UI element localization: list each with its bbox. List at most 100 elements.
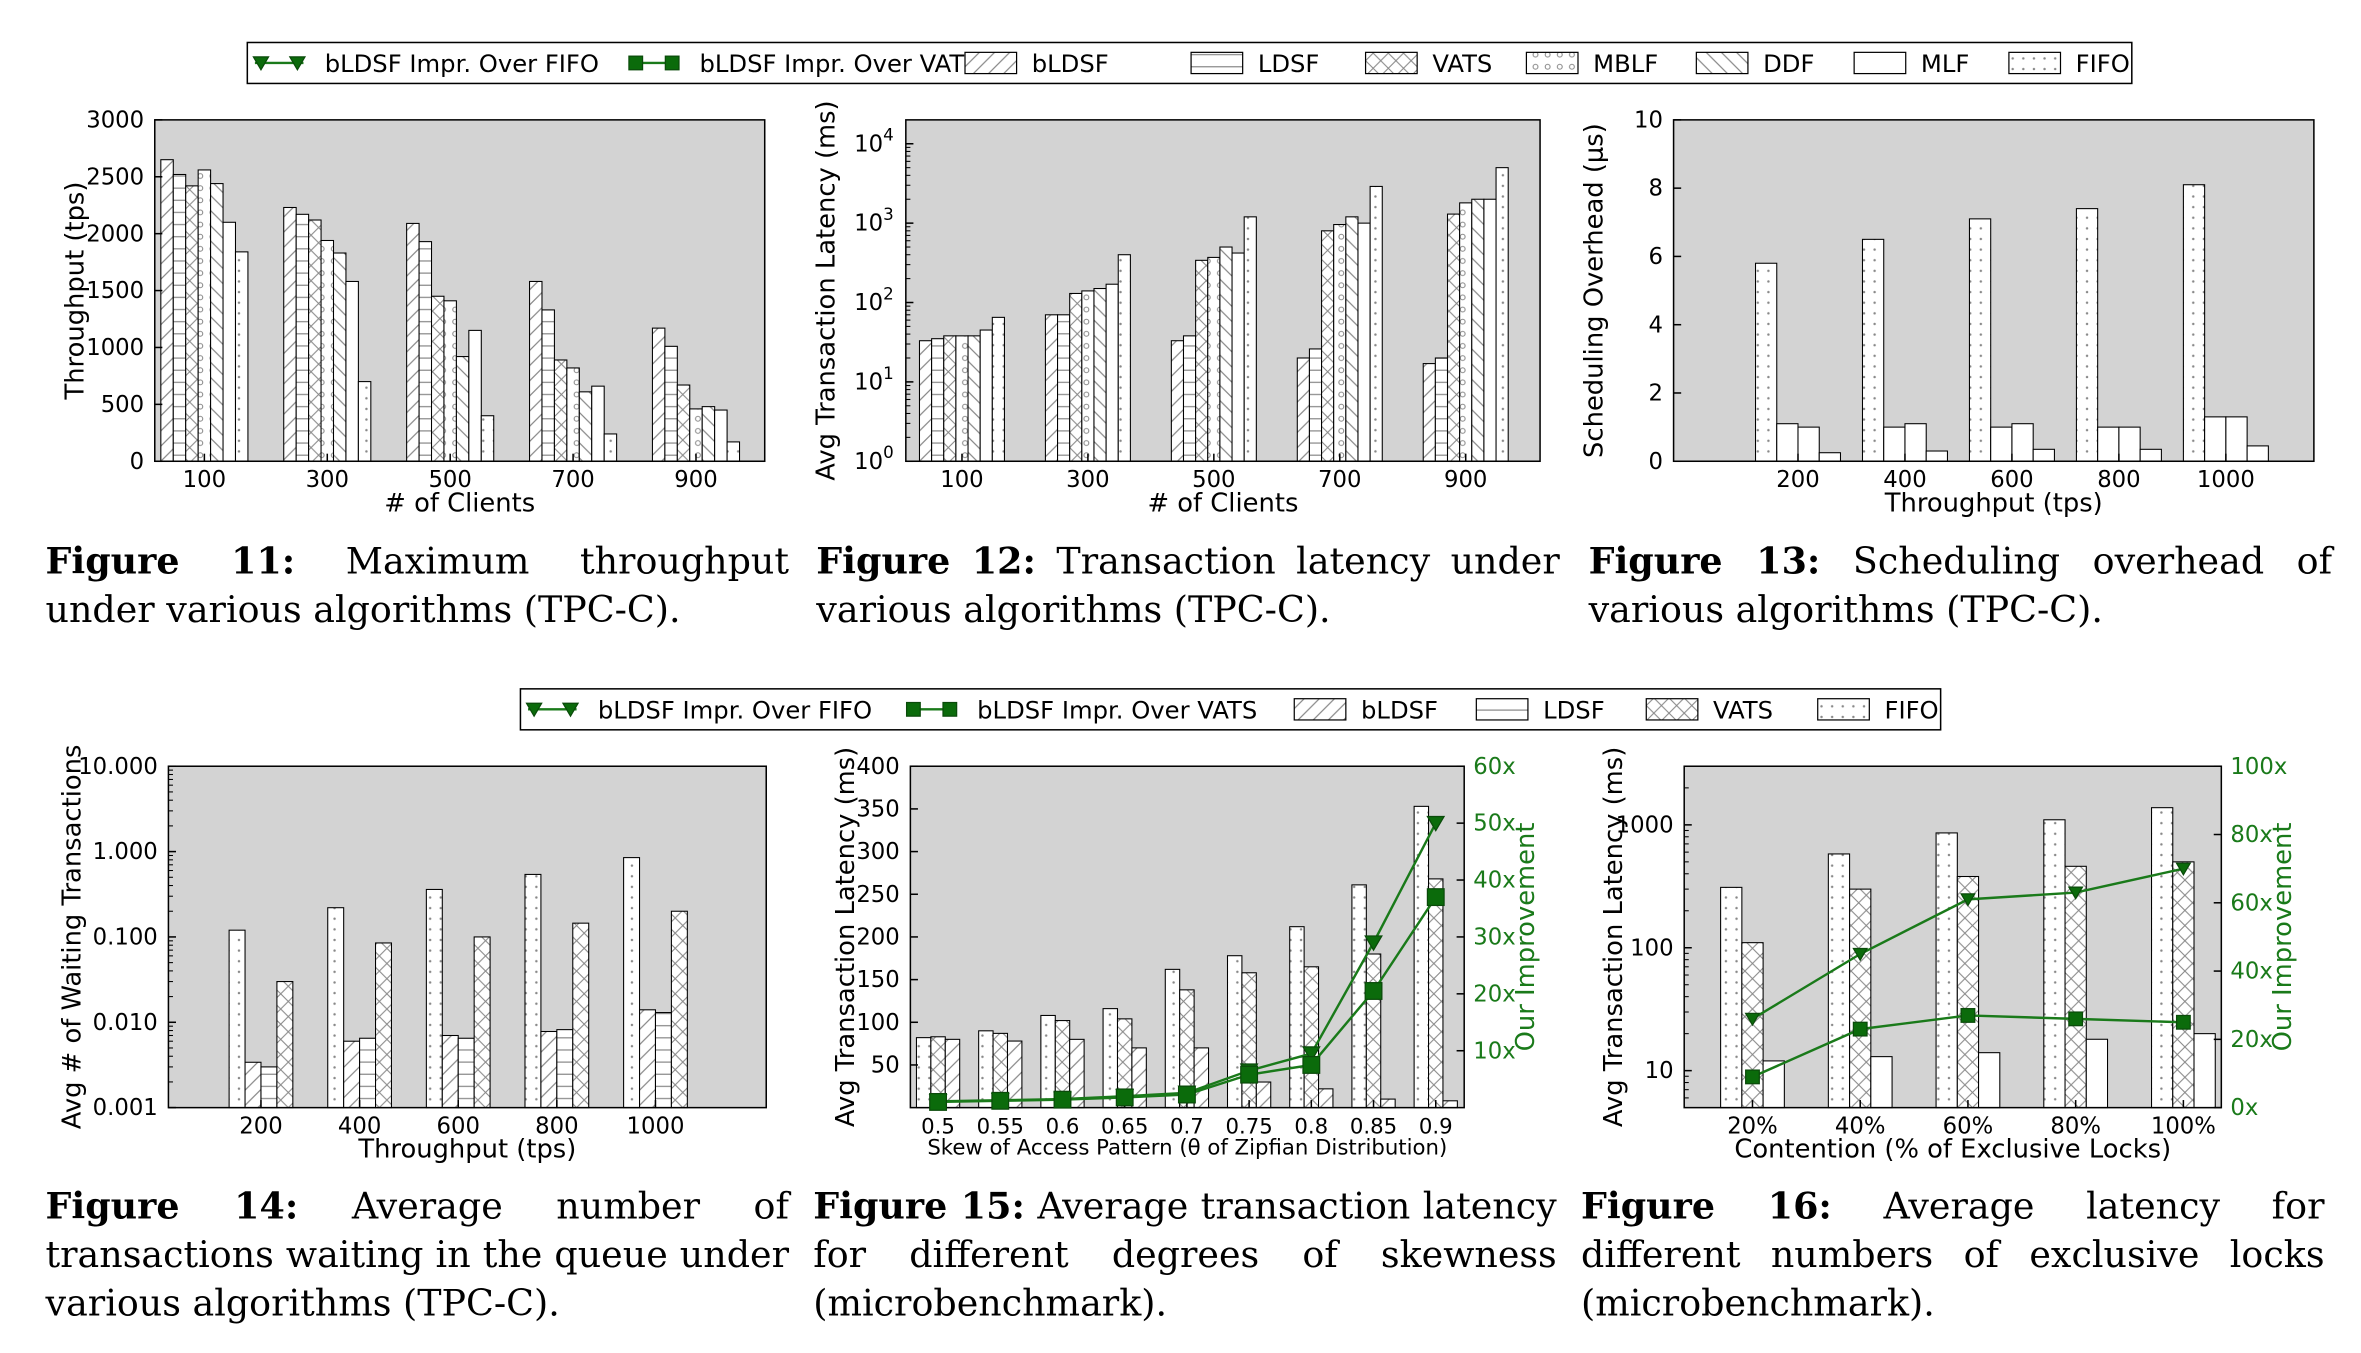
improvement-square-point (991, 1091, 1010, 1110)
bar-ldsf (457, 1037, 475, 1109)
x-tick-label: 700 (1318, 467, 1361, 493)
bar-fifo (1243, 216, 1257, 462)
legend-label: VATS (1432, 49, 1492, 78)
bar-ddf (210, 183, 224, 462)
x-axis-label: # of Clients (1147, 488, 1298, 518)
legend-item: FIFO (2008, 49, 2130, 78)
bar-bldsf (639, 1009, 657, 1109)
bar-ddf (1093, 288, 1107, 462)
y-tick-label: 0.010 (93, 1010, 158, 1036)
bar-bldsf (1861, 238, 1885, 462)
y2-tick-label: 10x (1473, 1038, 1515, 1064)
chart-4: 0.001 0.010 0.100 1.000 10.000 200 400 600 800 10… (57, 745, 767, 1165)
y-tick-label: 2 (1648, 381, 1662, 407)
bar-ddf (578, 391, 593, 462)
legend-square-marker (905, 701, 921, 717)
bar-ldsf (1057, 314, 1071, 462)
legend-square-marker (942, 701, 958, 717)
x-tick-label: 200 (239, 1113, 282, 1139)
x-tick-label: 400 (338, 1113, 381, 1139)
improvement-square-point (1053, 1090, 1072, 1109)
improvement-triangle-point (1852, 947, 1869, 962)
x-tick-label: 800 (535, 1113, 578, 1139)
bar-vats (943, 335, 957, 462)
legend-item: bLDSF Impr. Over VATS (628, 49, 980, 78)
bar-fifo (228, 929, 246, 1109)
bar-bldsf (1968, 218, 1992, 462)
y2-tick-label: 100x (2230, 754, 2287, 780)
bar-ldsf (654, 1012, 672, 1109)
y-axis-label: Avg Transaction Latency (ms) (812, 100, 842, 480)
bar-ddf (1471, 198, 1485, 462)
y-axis-label: Scheduling Overhead (μs) (1579, 123, 1609, 458)
legend-item: bLDSF (964, 49, 1109, 78)
y-tick-label: 102 (854, 284, 894, 316)
caption-figure-12: Figure 12: Transaction latency under var… (816, 537, 1559, 634)
legend-label: bLDSF (1361, 695, 1438, 724)
x-tick-label: 0.75 (1225, 1114, 1272, 1139)
bar-fifo (2043, 819, 2066, 1109)
bar-fifo (1226, 955, 1243, 1109)
y-tick-label: 250 (856, 882, 899, 908)
legend-top: bLDSF Impr. Over FIFO bLDSF Impr. Over VA… (246, 41, 2133, 85)
x-axis-label: Contention (% of Exclusive Locks) (1734, 1135, 2171, 1165)
bar-fifo (425, 888, 443, 1109)
bar-vats (375, 942, 392, 1109)
bar-mblf (2139, 448, 2162, 462)
bar-mblf (689, 408, 703, 462)
bar-mblf (2246, 445, 2269, 462)
y-tick-label: 200 (856, 925, 899, 951)
bar-fifo (978, 1030, 994, 1109)
x-tick-label: 900 (1444, 467, 1487, 493)
bar-bldsf (1318, 1088, 1334, 1109)
legend-item: VATS (1645, 695, 1773, 724)
x-axis-label: # of Clients (384, 488, 535, 518)
improvement-square-point (1115, 1088, 1134, 1107)
y-tick-label: 3000 (86, 107, 144, 133)
legend-swatch (1853, 51, 1907, 75)
bar-bldsf (1870, 1056, 1893, 1109)
legend-swatch (1817, 698, 1870, 721)
legend-item: MBLF (1525, 49, 1658, 78)
y-tick-exponent: 1 (883, 364, 894, 383)
y-axis-label: Throughput (tps) (60, 182, 90, 401)
bar-vats (2011, 423, 2034, 462)
bar-fifo (1369, 185, 1383, 462)
x-axis-label: Throughput (tps) (1884, 488, 2103, 518)
bar-fifo (915, 1037, 932, 1109)
bar-fifo (1351, 884, 1367, 1109)
bar-fifo (726, 441, 741, 462)
improvement-triangle-point (1426, 815, 1446, 832)
bar-fifo (1720, 886, 1743, 1109)
bar-ldsf (1883, 426, 1906, 462)
x-tick-label: 0.5 (921, 1114, 955, 1139)
bar-vats (572, 922, 590, 1109)
bar-vats (1956, 875, 1980, 1109)
bar-fifo (327, 907, 345, 1109)
bar-ldsf (1776, 423, 1799, 462)
bar-mblf (1818, 452, 1842, 462)
caption-text: Average latency for different numbers of… (1581, 1185, 2325, 1325)
bar-bldsf (2193, 1033, 2216, 1109)
bar-vats (1428, 878, 1444, 1109)
caption-label: Figure 15: (813, 1183, 1025, 1228)
legend-label: bLDSF Impr. Over VATS (699, 49, 979, 78)
bar-mlf (222, 221, 237, 462)
bar-fifo (1164, 968, 1181, 1109)
legend-square-marker (628, 55, 644, 71)
legend-item: VATS (1364, 49, 1492, 78)
x-tick-label: 800 (2097, 467, 2140, 493)
y-tick-label: 50 (871, 1053, 900, 1079)
bar-ddf (701, 406, 716, 462)
improvement-square-point (1852, 1021, 1868, 1037)
y-tick-label: 10 (1634, 107, 1663, 133)
legend-label: bLDSF Impr. Over FIFO (598, 695, 872, 724)
legend-swatch (1525, 51, 1579, 75)
legend-label: MLF (1921, 49, 1969, 78)
legend-label: MBLF (1593, 49, 1658, 78)
bar-mblf (2032, 448, 2055, 462)
legend-swatch (1364, 51, 1418, 75)
y-tick-label: 2500 (86, 164, 144, 190)
